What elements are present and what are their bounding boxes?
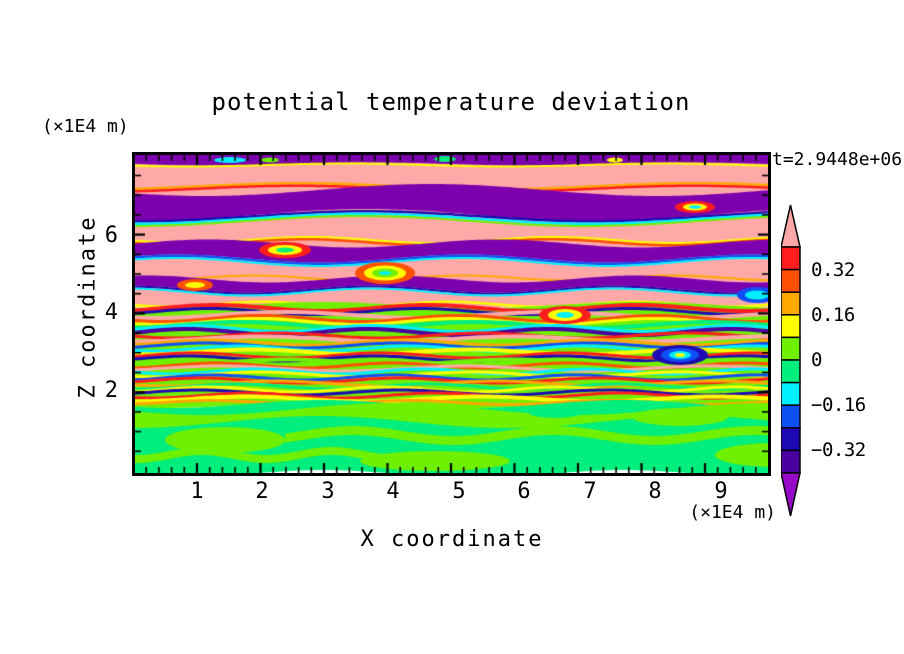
colorbar-cell [781, 381, 801, 406]
colorbar-cell [781, 336, 801, 361]
colorbar-cell [781, 291, 801, 316]
contour-field [135, 155, 768, 473]
x-axis-title: X coordinate [360, 527, 544, 552]
x-tick-label-7: 7 [583, 479, 597, 504]
x-tick-label-4: 4 [386, 479, 400, 504]
page-title: potential temperature deviation [211, 88, 691, 116]
colorbar-label: −0.32 [811, 439, 866, 461]
x-axis-unit-label: (×1E4 m) [689, 502, 776, 523]
colorbar-cell [781, 314, 801, 339]
colorbar-below-range-arrow [781, 472, 801, 517]
plot-area [132, 152, 771, 476]
colorbar: 0.32 0.16 0 −0.16 −0.32 [781, 204, 866, 517]
colorbar-cell [781, 359, 801, 384]
colorbar-cell [781, 449, 801, 474]
colorbar-cell [781, 427, 801, 452]
colorbar-label: 0.16 [811, 304, 855, 326]
x-tick-label-6: 6 [517, 479, 531, 504]
x-tick-label-8: 8 [648, 479, 662, 504]
y-axis-unit-label: (×1E4 m) [42, 116, 129, 137]
colorbar-cell [781, 268, 801, 293]
x-tick-label-5: 5 [452, 479, 466, 504]
colorbar-above-range-arrow [781, 204, 801, 248]
y-tick-label-6: 6 [104, 223, 118, 248]
colorbar-cell [781, 404, 801, 429]
y-tick-label-4: 4 [104, 300, 118, 325]
x-tick-label-3: 3 [321, 479, 335, 504]
x-tick-label-1: 1 [190, 479, 204, 504]
colorbar-label: 0 [811, 349, 822, 371]
x-tick-label-2: 2 [255, 479, 269, 504]
time-label: t=2.9448e+06 [772, 149, 903, 170]
y-tick-label-2: 2 [104, 378, 118, 403]
x-tick-label-9: 9 [714, 479, 728, 504]
colorbar-cell [781, 246, 801, 271]
colorbar-label: 0.32 [811, 259, 855, 281]
colorbar-label: −0.16 [811, 394, 866, 416]
